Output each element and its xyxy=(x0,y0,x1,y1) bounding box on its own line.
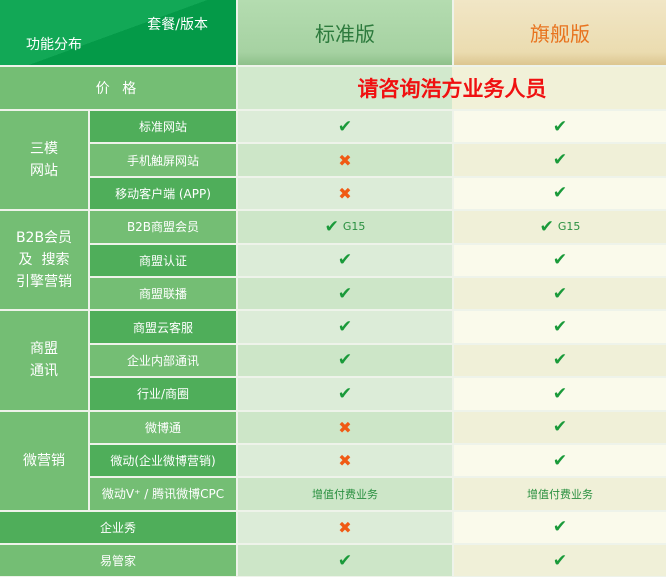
check-icon: ✔ xyxy=(324,216,339,237)
feature-label: 企业秀 xyxy=(0,511,236,544)
flagship-cell: ✔ xyxy=(454,444,666,477)
check-icon: ✔ xyxy=(552,116,568,137)
flagship-cell: ✔ xyxy=(454,111,666,143)
feature-label: 商盟联播 xyxy=(90,277,236,310)
standard-cell: ✔ xyxy=(238,378,452,410)
check-icon: ✔ xyxy=(552,383,568,404)
check-icon: ✔ xyxy=(552,350,568,371)
flagship-cell: ✔ xyxy=(454,511,666,544)
check-icon: ✔ xyxy=(337,383,353,404)
feature-label: 微动(企业微博营销) xyxy=(90,444,236,477)
cell-text: G15 xyxy=(342,220,366,234)
feature-label: 手机触屏网站 xyxy=(90,144,236,176)
standard-cell: 增值付费业务 xyxy=(238,478,452,510)
price-value: 请咨询浩方业务人员 xyxy=(238,67,666,109)
price-label: 价 格 xyxy=(0,67,236,109)
standard-cell: ✔ G15 xyxy=(238,211,452,243)
standard-cell: ✔ xyxy=(238,244,452,276)
standard-edition-header: 标准版 xyxy=(238,0,452,65)
cross-icon: ✖ xyxy=(338,150,352,170)
check-icon: ✔ xyxy=(337,550,353,571)
standard-cell: ✔ xyxy=(238,344,452,377)
check-icon: ✔ xyxy=(552,517,568,538)
check-icon: ✔ xyxy=(337,350,353,371)
standard-cell: ✔ xyxy=(238,311,452,343)
cross-icon: ✖ xyxy=(338,183,352,203)
check-icon: ✔ xyxy=(552,550,568,571)
feature-group-label: 微营销 xyxy=(0,411,88,510)
cross-icon: ✖ xyxy=(338,517,352,537)
feature-group-label: B2B会员及 搜索 引擎营销 xyxy=(0,211,88,310)
flagship-cell: 增值付费业务 xyxy=(454,478,666,510)
feature-group-label: 三模 网站 xyxy=(0,111,88,210)
cell-text: 增值付费业务 xyxy=(312,487,378,501)
check-icon: ✔ xyxy=(552,317,568,338)
cross-icon: ✖ xyxy=(338,451,352,471)
flagship-cell: ✔ xyxy=(454,277,666,310)
plan-version-label: 套餐/版本 xyxy=(147,17,208,33)
standard-cell: ✔ xyxy=(238,277,452,310)
cross-icon: ✖ xyxy=(338,417,352,437)
cell-text: G15 xyxy=(557,220,581,234)
feature-label: 微动V⁺ / 腾讯微博CPC xyxy=(90,478,236,510)
flagship-cell: ✔ xyxy=(454,344,666,377)
flagship-cell: ✔ xyxy=(454,311,666,343)
feature-label: 标准网站 xyxy=(90,111,236,143)
standard-cell: ✖ xyxy=(238,511,452,544)
standard-cell: ✔ xyxy=(238,545,452,577)
flagship-cell: ✔ xyxy=(454,144,666,176)
feature-group-label: 商盟 通讯 xyxy=(0,311,88,410)
standard-cell: ✖ xyxy=(238,411,452,443)
feature-label: B2B商盟会员 xyxy=(90,211,236,243)
feature-label: 移动客户端 (APP) xyxy=(90,177,236,210)
flagship-cell: ✔ xyxy=(454,244,666,276)
standard-cell: ✖ xyxy=(238,444,452,477)
feature-label: 商盟云客服 xyxy=(90,311,236,343)
check-icon: ✔ xyxy=(539,216,554,237)
flagship-cell: ✔ xyxy=(454,545,666,577)
flagship-cell: ✔ G15 xyxy=(454,211,666,243)
check-icon: ✔ xyxy=(552,250,568,271)
feature-label: 商盟认证 xyxy=(90,244,236,276)
check-icon: ✔ xyxy=(552,450,568,471)
check-icon: ✔ xyxy=(337,250,353,271)
flagship-cell: ✔ xyxy=(454,411,666,443)
flagship-cell: ✔ xyxy=(454,378,666,410)
header-corner: 套餐/版本 功能分布 xyxy=(0,0,236,65)
feature-label: 行业/商圈 xyxy=(90,378,236,410)
standard-cell: ✔ xyxy=(238,111,452,143)
check-icon: ✔ xyxy=(337,317,353,338)
check-icon: ✔ xyxy=(552,283,568,304)
cell-text: 增值付费业务 xyxy=(527,487,593,501)
feature-label: 微博通 xyxy=(90,411,236,443)
standard-cell: ✖ xyxy=(238,177,452,210)
feature-distribution-label: 功能分布 xyxy=(26,37,82,53)
check-icon: ✔ xyxy=(552,150,568,171)
standard-cell: ✖ xyxy=(238,144,452,176)
check-icon: ✔ xyxy=(552,183,568,204)
check-icon: ✔ xyxy=(337,283,353,304)
check-icon: ✔ xyxy=(337,116,353,137)
feature-label: 企业内部通讯 xyxy=(90,344,236,377)
feature-label: 易管家 xyxy=(0,545,236,577)
flagship-edition-header: 旗舰版 xyxy=(454,0,666,65)
flagship-cell: ✔ xyxy=(454,177,666,210)
check-icon: ✔ xyxy=(552,417,568,438)
